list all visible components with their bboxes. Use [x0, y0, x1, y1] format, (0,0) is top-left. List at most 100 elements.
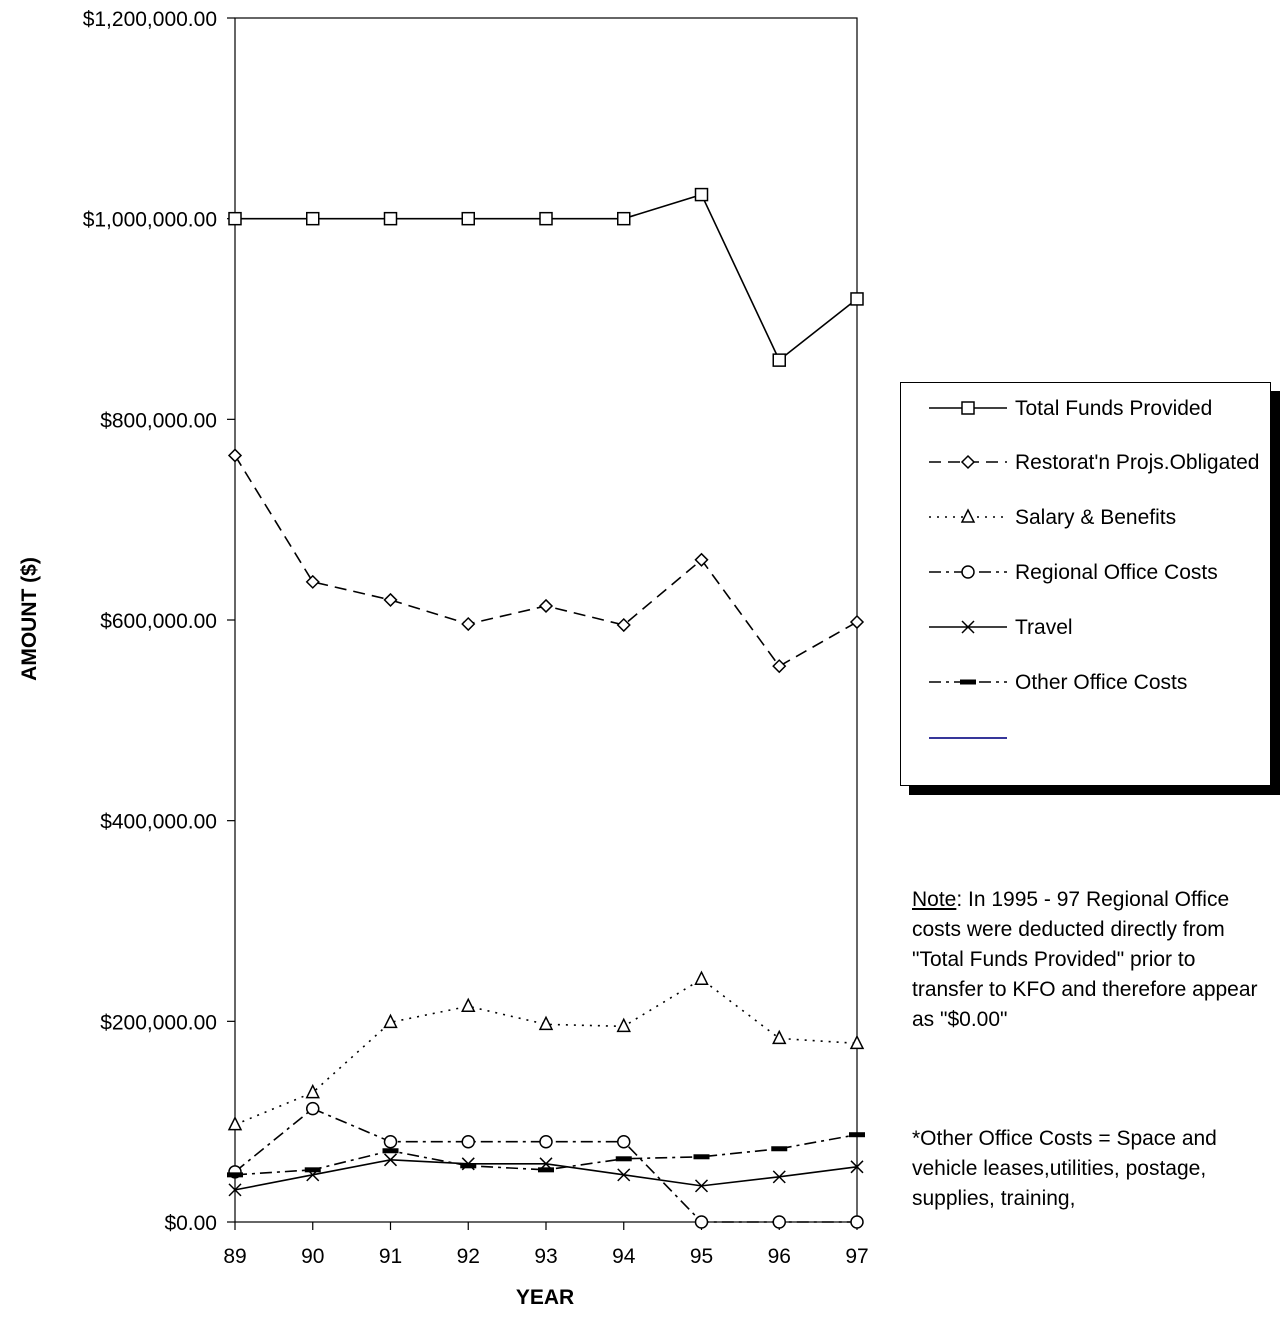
plot-border — [234, 17, 858, 1223]
y-tick-label: $200,000.00 — [100, 1011, 217, 1034]
series-line — [234, 1133, 858, 1176]
legend-label: Travel — [1015, 616, 1073, 639]
x-tick-label: 89 — [223, 1245, 246, 1268]
data-point — [461, 997, 476, 1013]
x-tick-label: 96 — [768, 1245, 791, 1268]
series-line — [234, 455, 858, 668]
data-point — [305, 1083, 320, 1099]
series-4 — [228, 1153, 864, 1197]
data-point — [694, 1179, 709, 1193]
legend-unlabeled-line — [929, 737, 1007, 739]
x-tick-label: 95 — [690, 1245, 713, 1268]
x-axis: 89 90 91 92 93 94 95 96 97 — [223, 1222, 869, 1268]
data-point — [460, 1163, 477, 1169]
x-tick-label: 94 — [612, 1245, 636, 1268]
legend-label: Total Funds Provided — [1015, 397, 1213, 420]
y-tick-label: $1,000,000.00 — [83, 209, 217, 232]
data-point — [539, 1134, 553, 1149]
legend-item: Total Funds Provided — [901, 395, 1270, 441]
note-body: : In 1995 - 97 Regional Office costs wer… — [912, 888, 1258, 1031]
legend-item: Salary & Benefits — [901, 504, 1270, 550]
data-point — [461, 211, 475, 226]
series-1 — [227, 448, 865, 674]
data-point — [849, 1132, 865, 1138]
legend-key — [929, 401, 1007, 415]
legend-key-marker — [960, 679, 976, 685]
data-point — [383, 1013, 398, 1029]
legend-key-marker — [961, 401, 975, 415]
series-5 — [227, 1132, 865, 1178]
data-point — [306, 211, 320, 226]
data-point — [227, 1172, 243, 1178]
y-axis-title: AMOUNT ($) — [18, 557, 41, 681]
note-label: Note — [912, 888, 957, 911]
data-point — [538, 598, 554, 614]
data-point — [305, 574, 320, 589]
legend-key — [929, 620, 1007, 634]
data-point — [382, 1148, 399, 1154]
data-point — [616, 1017, 631, 1033]
data-point — [771, 1146, 788, 1152]
data-point — [772, 1170, 786, 1184]
data-point — [383, 592, 398, 607]
data-point — [772, 353, 786, 367]
data-point — [461, 1134, 475, 1149]
series-layer — [227, 187, 865, 1229]
x-tick-label: 97 — [845, 1245, 868, 1268]
legend: Total Funds Provided Restorat'n Projs.Obl… — [900, 382, 1271, 786]
x-tick-label: 92 — [457, 1245, 480, 1268]
data-point — [383, 1153, 398, 1167]
data-point — [304, 1167, 321, 1173]
data-point — [694, 187, 709, 202]
data-point — [615, 1156, 632, 1162]
data-point — [694, 970, 709, 985]
data-point — [694, 1215, 709, 1229]
data-point — [228, 211, 242, 226]
footnote-text: *Other Office Costs = Space and vehicle … — [912, 1127, 1217, 1210]
series-line — [234, 1107, 857, 1223]
x-tick-label: 90 — [301, 1245, 324, 1268]
legend-label: Restorat'n Projs.Obligated — [1015, 451, 1260, 474]
series-0 — [228, 187, 864, 367]
data-point — [694, 552, 709, 567]
legend-key-marker — [961, 565, 975, 579]
legend-key-marker — [961, 620, 975, 634]
data-point — [461, 616, 476, 632]
data-point — [772, 659, 787, 674]
y-tick-label: $1,200,000.00 — [83, 8, 217, 31]
series-line — [234, 978, 858, 1126]
data-point — [617, 1168, 631, 1182]
data-point — [383, 211, 398, 226]
data-point — [228, 1183, 242, 1197]
series-2 — [227, 970, 865, 1131]
legend-key — [929, 679, 1007, 685]
x-tick-label: 93 — [534, 1245, 557, 1268]
legend-key-marker — [960, 454, 976, 470]
x-axis-title: YEAR — [516, 1286, 574, 1309]
data-point — [850, 292, 864, 306]
data-point — [617, 211, 631, 226]
y-tick-label: $400,000.00 — [100, 811, 217, 834]
legend-item: Restorat'n Projs.Obligated — [901, 449, 1270, 495]
series-3 — [228, 1101, 864, 1229]
x-tick-label: 91 — [379, 1245, 402, 1268]
y-tick-label: $800,000.00 — [100, 409, 217, 432]
data-point — [306, 1101, 320, 1116]
data-point — [850, 1215, 864, 1229]
data-point — [616, 617, 631, 633]
legend-key — [929, 565, 1007, 579]
data-point — [227, 448, 243, 463]
data-point — [538, 1015, 554, 1031]
data-point — [538, 1167, 554, 1173]
data-point — [693, 1154, 710, 1160]
legend-item: Travel — [901, 614, 1270, 660]
data-point — [539, 211, 553, 226]
legend-label: Regional Office Costs — [1015, 561, 1218, 584]
y-tick-label: $0.00 — [164, 1212, 217, 1235]
legend-item: Regional Office Costs — [901, 559, 1270, 605]
legend-item: Other Office Costs — [901, 669, 1270, 715]
y-tick-label: $600,000.00 — [100, 610, 217, 633]
plot-area — [234, 17, 858, 1223]
data-point — [849, 614, 865, 630]
y-axis: $0.00 $200,000.00 $400,000.00 $600,000.00 $8… — [83, 8, 235, 1235]
